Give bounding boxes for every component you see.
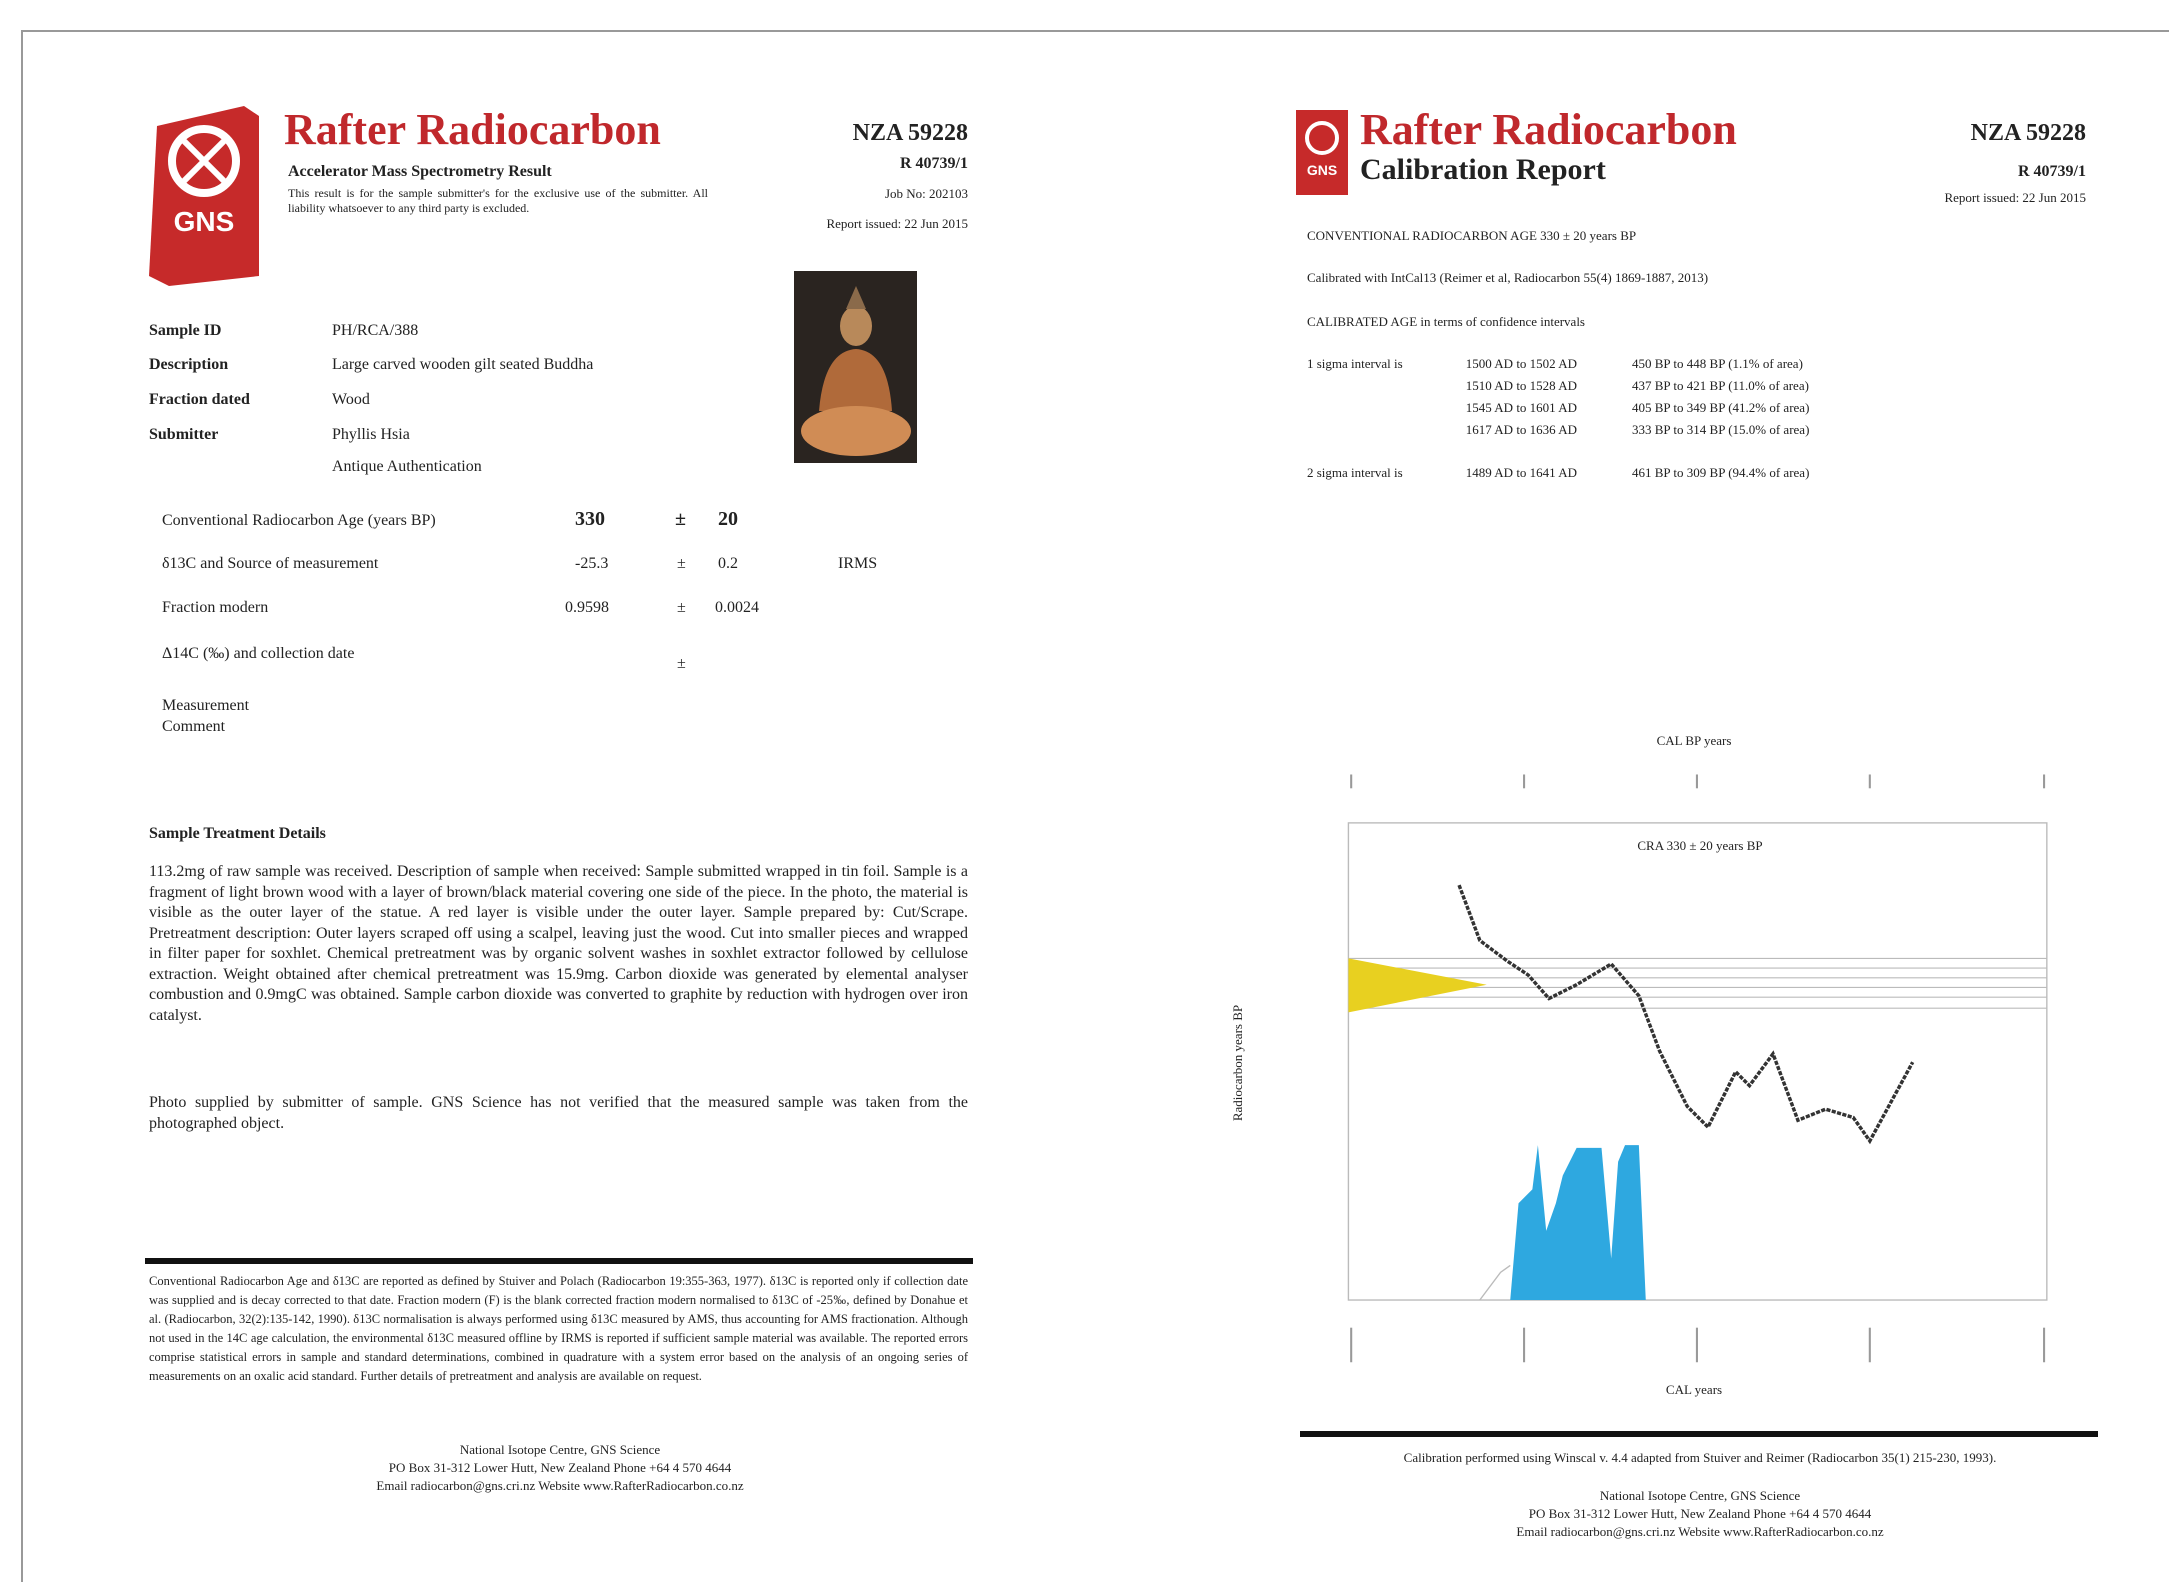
address-line: PO Box 31-312 Lower Hutt, New Zealand Ph… <box>1529 1506 1871 1522</box>
address-line: Email radiocarbon@gns.cri.nz Website www… <box>1516 1524 1883 1540</box>
plot-drawing <box>1348 774 2046 1362</box>
calibration-plot <box>0 0 2169 1580</box>
page: GNS Rafter Radiocarbon Accelerator Mass … <box>0 0 2169 1580</box>
cal-footer: Calibration performed using Winscal v. 4… <box>1404 1450 1997 1466</box>
rule <box>1300 1431 2098 1437</box>
address-line: National Isotope Centre, GNS Science <box>1600 1488 1800 1504</box>
